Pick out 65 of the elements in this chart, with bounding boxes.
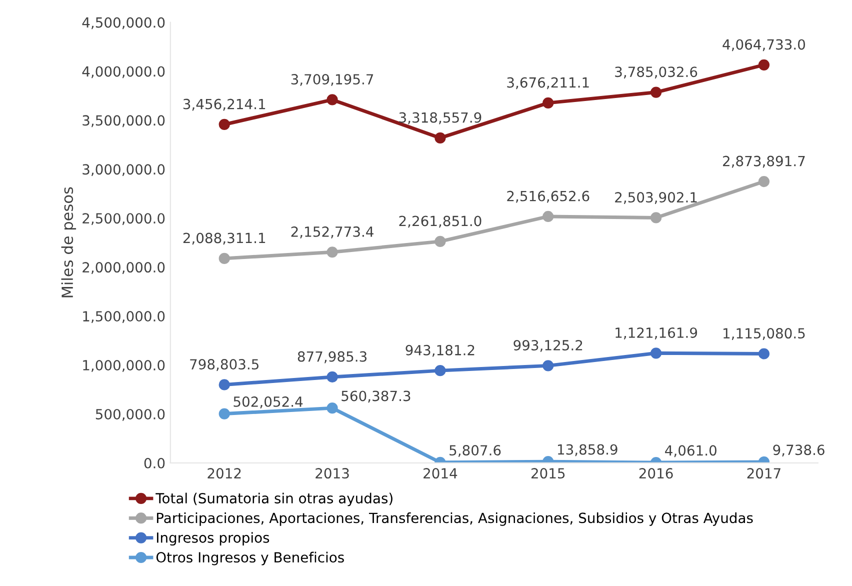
point: [218, 408, 230, 420]
y-tick-label: 2,000,000.0: [82, 262, 165, 274]
y-tick-label: 4,000,000.0: [82, 66, 165, 78]
data-label: 4,064,733.0: [722, 39, 806, 52]
data-label: 2,261,851.0: [399, 216, 482, 228]
point: [326, 94, 338, 106]
x-tick-label: 2012: [208, 468, 241, 479]
data-label: 1,115,080.5: [724, 328, 805, 340]
x-tick-label: 2013: [316, 468, 349, 479]
data-label: 560,387.3: [342, 390, 410, 403]
legend-label: Total (Sumatoria sin otras ayudas): [156, 492, 392, 506]
data-label: 2,152,773.4: [291, 226, 374, 238]
point: [434, 132, 446, 144]
data-label: 2,873,891.7: [723, 156, 805, 168]
y-tick-label: 3,500,000.0: [82, 115, 165, 128]
data-label: 1,121,161.9: [616, 327, 698, 340]
y-tick-label: 4,500,000.0: [82, 17, 165, 30]
point: [326, 371, 338, 383]
y-tick-label: 1,000,000.0: [83, 360, 165, 372]
point: [326, 402, 338, 414]
point: [758, 59, 770, 70]
data-label: 3,456,214.1: [183, 98, 266, 111]
point: [542, 97, 554, 108]
data-label: 13,858.9: [558, 444, 618, 456]
legend-label: Ingresos propios: [156, 532, 270, 546]
data-label: 2,503,902.1: [615, 192, 697, 204]
y-tick-label: 2,500,000.0: [82, 213, 165, 226]
y-tick-label: 0.0: [144, 458, 165, 468]
legend-label: Participaciones, Aportaciones, Transferencias, Asignaciones, Subsidios y Otras Ayudas: [156, 512, 753, 526]
data-label: 3,318,557.9: [399, 112, 482, 124]
data-label: 2,516,652.6: [507, 190, 590, 203]
data-label: 4,061.0: [665, 445, 716, 458]
data-label: 3,709,195.7: [291, 74, 374, 86]
data-label: 502,052.4: [234, 396, 303, 408]
point: [434, 236, 446, 247]
y-axis-title: Miles de pesos: [61, 187, 76, 298]
point: [650, 348, 662, 359]
y-tick-label: 3,000,000.0: [82, 164, 165, 176]
x-tick-label: 2014: [424, 468, 458, 479]
point: [650, 212, 662, 224]
x-tick-label: 2016: [639, 468, 673, 479]
legend-label: Otros Ingresos y Beneficios: [156, 552, 344, 566]
point: [650, 86, 662, 98]
y-tick-label: 1,500,000.0: [83, 311, 165, 323]
point: [434, 365, 446, 376]
data-label: 9,738.6: [773, 444, 824, 457]
data-label: 993,125.2: [514, 340, 582, 352]
point: [758, 348, 770, 360]
data-label: 798,803.5: [190, 359, 258, 371]
data-label: 2,088,311.1: [183, 232, 266, 245]
point: [542, 360, 554, 372]
y-tick-label: 500,000.0: [96, 408, 165, 421]
data-label: 5,807.6: [450, 445, 501, 457]
point: [542, 210, 554, 222]
point: [218, 379, 230, 390]
x-tick-label: 2017: [747, 468, 780, 479]
point: [326, 246, 338, 258]
point: [758, 176, 770, 188]
point: [218, 252, 230, 264]
data-label: 943,181.2: [406, 344, 474, 357]
data-label: 3,676,211.1: [507, 77, 589, 90]
data-label: 3,785,032.6: [615, 66, 698, 79]
point: [218, 118, 230, 130]
x-tick-label: 2015: [531, 468, 565, 479]
data-label: 877,985.3: [298, 351, 367, 364]
